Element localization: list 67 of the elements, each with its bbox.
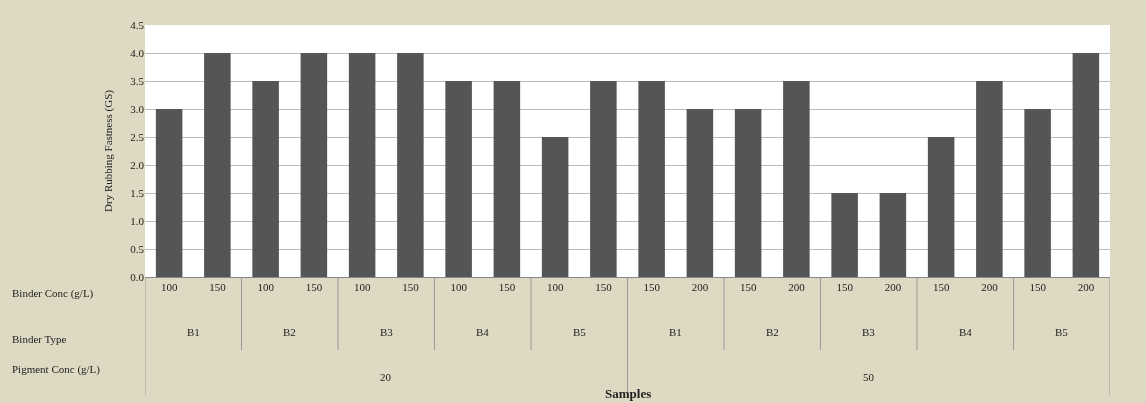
bar [445, 81, 472, 277]
x-tick-label: 150 [498, 281, 516, 294]
x-tick-label: 200 [981, 281, 999, 294]
bar [252, 81, 279, 277]
bar [155, 109, 183, 277]
text: Pigment Conc (g/L) [12, 363, 101, 376]
y-tick-label: 0.0 [130, 270, 145, 283]
y-tick-label: 2.0 [130, 158, 145, 171]
x-tick-label: 150 [402, 281, 420, 294]
bar [590, 81, 617, 277]
x-tick-label: 150 [305, 281, 323, 294]
bar [397, 53, 424, 277]
x-tick-label: 200 [1077, 281, 1095, 294]
bar [1024, 109, 1051, 277]
y-tick-label: 4.5 [130, 18, 145, 31]
bar [300, 53, 328, 277]
text: 20 [380, 371, 392, 383]
bar [541, 137, 569, 277]
x-tick-label: 200 [788, 281, 806, 294]
y-tick-label: 4.0 [130, 46, 145, 59]
bar [783, 81, 810, 277]
y-tick-label: 3.0 [130, 102, 145, 115]
text: Samples [605, 386, 652, 401]
x-tick-label: 100 [160, 281, 178, 294]
bar [879, 193, 907, 277]
y-tick-label: 0.5 [130, 242, 145, 255]
bar [831, 193, 858, 277]
text: Binder Conc (g/L) [12, 287, 94, 300]
y-tick-label: 1.5 [130, 186, 145, 199]
bar [976, 81, 1003, 277]
x-tick-label: 150 [595, 281, 613, 294]
x-tick-label: 100 [450, 281, 468, 294]
text: 50 [863, 371, 875, 383]
y-tick-label: 1.0 [130, 214, 145, 227]
x-tick-label: 150 [1029, 281, 1047, 294]
y-axis-title: Dry Rubbing Fastness (GS) [101, 89, 115, 212]
bar [638, 81, 665, 277]
bar [686, 109, 714, 277]
text: B3 [862, 326, 876, 338]
x-tick-label: 100 [353, 281, 371, 294]
x-tick-label: 150 [209, 281, 227, 294]
y-tick-label: 3.5 [130, 74, 145, 87]
text: Binder Type [12, 333, 67, 345]
x-tick-label: 200 [691, 281, 709, 294]
text: B5 [573, 326, 587, 338]
text: B2 [283, 326, 296, 338]
text: B5 [1055, 326, 1069, 338]
x-tick-label: 150 [643, 281, 661, 294]
x-tick-label: 100 [546, 281, 564, 294]
text: B3 [380, 326, 394, 338]
text: B4 [959, 326, 973, 338]
bar [204, 53, 231, 277]
x-tick-label: 150 [932, 281, 950, 294]
y-tick-label: 2.5 [130, 130, 145, 143]
text: B2 [766, 326, 779, 338]
x-tick-label: 200 [884, 281, 902, 294]
text: B4 [476, 326, 490, 338]
bar [1072, 53, 1100, 277]
bar [734, 109, 762, 277]
text: B1 [187, 326, 200, 338]
x-tick-label: 150 [836, 281, 854, 294]
x-tick-label: 150 [739, 281, 757, 294]
bar [348, 53, 376, 277]
bar [493, 81, 521, 277]
bar [927, 137, 955, 277]
text: B1 [669, 326, 682, 338]
x-tick-label: 100 [257, 281, 275, 294]
